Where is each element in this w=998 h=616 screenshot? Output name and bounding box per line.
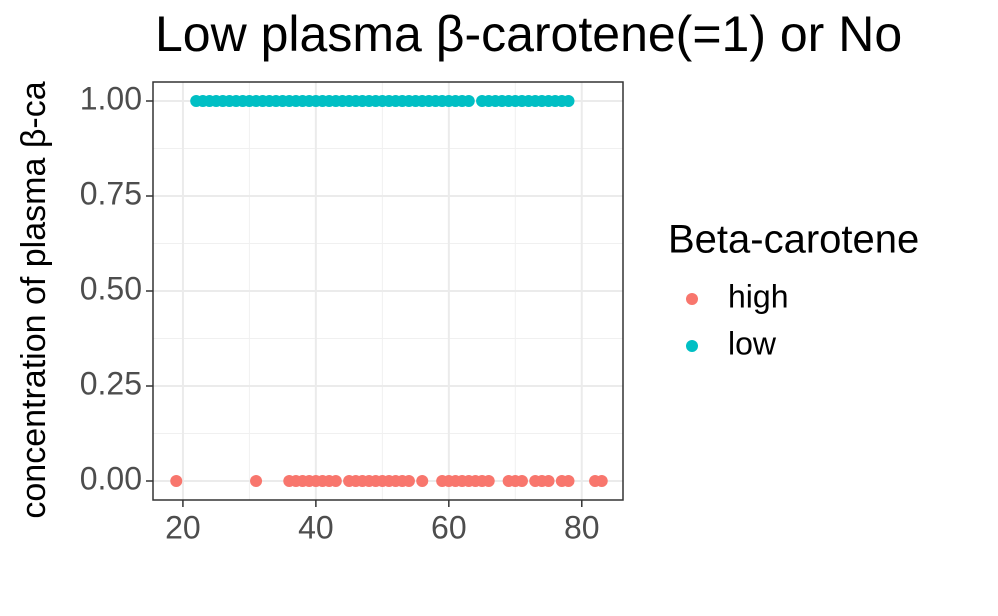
y-tick-label: 0.25 — [80, 365, 142, 401]
point — [250, 475, 263, 487]
point — [170, 475, 183, 487]
chart-title: Low plasma β-carotene(=1) or No — [155, 6, 902, 62]
point — [515, 475, 528, 487]
point — [595, 475, 608, 487]
point — [562, 95, 575, 107]
panel-border — [152, 81, 624, 501]
point — [482, 475, 495, 487]
legend-title: Beta-carotene — [668, 218, 919, 262]
y-tick-label: 0.75 — [80, 175, 142, 211]
point — [542, 475, 555, 487]
y-tick-label: 1.00 — [80, 80, 142, 116]
point — [462, 95, 475, 107]
x-tick-label: 60 — [431, 509, 467, 545]
point — [562, 475, 575, 487]
y-tick-label: 0.50 — [80, 270, 142, 306]
legend-label: high — [728, 278, 789, 314]
legend-swatch — [686, 340, 698, 352]
x-tick-label: 40 — [298, 509, 334, 545]
legend-label: low — [728, 325, 777, 361]
legend-swatch — [686, 293, 698, 305]
x-tick-label: 20 — [165, 509, 201, 545]
point — [329, 475, 342, 487]
point — [416, 475, 429, 487]
y-axis-title: concentration of plasma β-ca — [15, 81, 53, 518]
plot: 20 40 60 80 0.00 0.25 0.50 0.75 1.00 high low — [80, 80, 789, 545]
x-tick-label: 80 — [564, 509, 600, 545]
y-tick-label: 0.00 — [80, 460, 142, 496]
point — [402, 475, 415, 487]
